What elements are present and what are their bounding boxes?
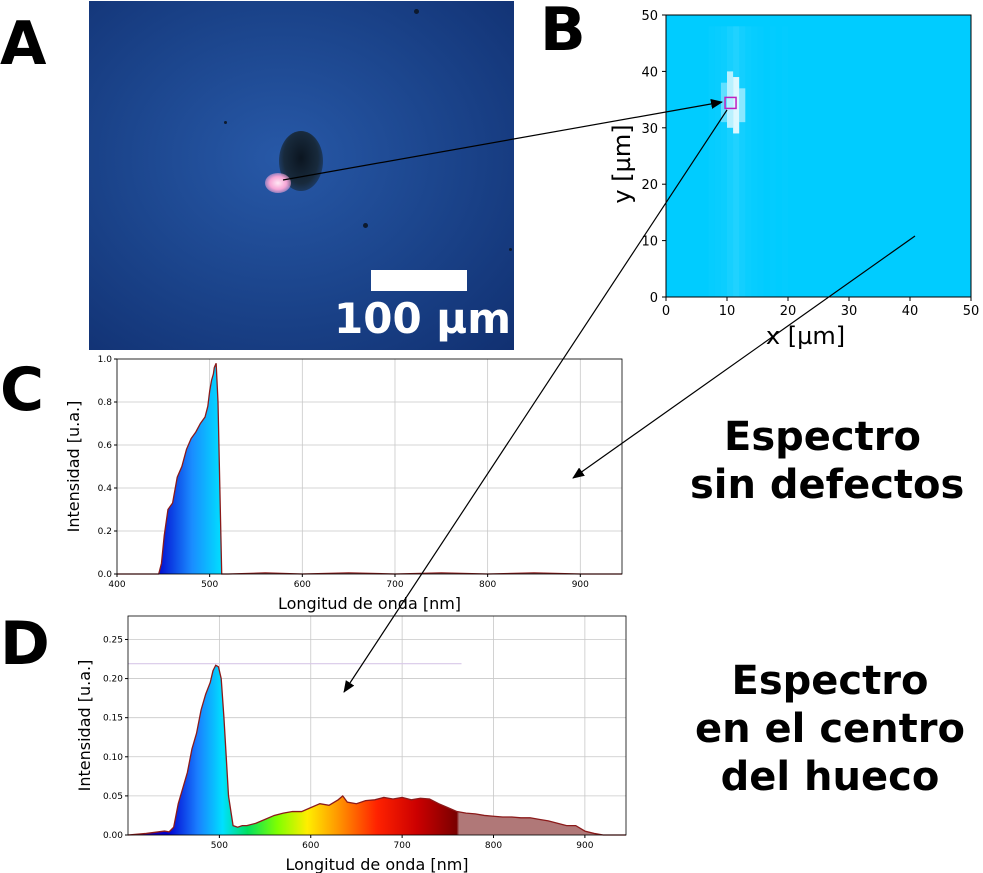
- heatmap-cell: [720, 26, 727, 298]
- heatmap-cell: [720, 82, 727, 123]
- x-axis-label: Longitud de onda [nm]: [285, 855, 468, 873]
- heatmap-frame: [665, 14, 972, 298]
- heatmap-cell: [782, 26, 788, 297]
- chart-b: 0 10 20 30 40 50 0 10 20 30 40 50 x [µm] y [µm]: [608, 9, 979, 350]
- side-title-d-line-3: del hueco: [720, 754, 940, 800]
- y-tick-label: 0.20: [103, 675, 123, 685]
- x-tick-label: 800: [479, 580, 496, 590]
- spectrum-fill: [128, 665, 626, 835]
- chart-d: 500 600 700 800 900 0.00 0.05 0.10 0.15 0.20 0.25 L…: [75, 615, 627, 873]
- x-tick-label: 700: [394, 841, 411, 851]
- y-tick-label: 1.0: [98, 355, 113, 365]
- side-title-c-line-2: sin defectos: [690, 462, 965, 508]
- panel-letter-b: B: [540, 0, 586, 65]
- y-tick-label: 0.10: [103, 753, 123, 763]
- y-tick-label: 0.15: [103, 714, 123, 724]
- selection-marker: [724, 96, 737, 110]
- micrograph-particle: [363, 223, 368, 228]
- y-axis-label: y [µm]: [608, 124, 636, 203]
- heatmap-cell: [727, 26, 734, 298]
- x-tick-label: 700: [386, 580, 403, 590]
- y-tick-label: 10: [641, 235, 658, 250]
- x-tick-label: 10: [719, 304, 736, 319]
- micrograph-glow-spot: [265, 173, 291, 193]
- side-title-d-line-2: en el centro: [695, 706, 965, 752]
- x-axis-label: Longitud de onda [nm]: [278, 594, 461, 613]
- x-tick-label: 400: [108, 580, 125, 590]
- heatmap-cell: [745, 26, 751, 297]
- panel-letter-c: C: [0, 355, 45, 425]
- y-axis-label: Intensidad [u.a.]: [75, 660, 94, 792]
- x-tick-label: 20: [780, 304, 797, 319]
- y-axis-label: Intensidad [u.a.]: [64, 401, 83, 533]
- heatmap-cell: [715, 26, 721, 297]
- micrograph-particle: [414, 9, 419, 14]
- heatmap-cell: [758, 26, 764, 297]
- side-title-c-line-1: Espectro: [724, 414, 921, 460]
- heatmap-cell: [751, 26, 757, 297]
- x-axis-label: x [µm]: [766, 322, 845, 350]
- x-tick-label: 500: [201, 580, 218, 590]
- arrow-marker-to-spectrum-d: [343, 109, 728, 693]
- spectrum-fill: [117, 363, 622, 574]
- y-tick-label: 0.2: [98, 527, 112, 537]
- y-tick-label: 0.05: [103, 792, 123, 802]
- x-tick-label: 900: [576, 841, 593, 851]
- arrow-defect-to-map: [282, 99, 723, 181]
- heatmap-cell: [709, 26, 715, 297]
- heatmap-cell: [739, 88, 746, 123]
- micrograph-image: 100 µm: [89, 1, 514, 350]
- heatmap-cell: [727, 71, 734, 128]
- arrow-map-to-spectrum-c: [572, 235, 916, 479]
- y-tick-label: 50: [641, 9, 658, 24]
- plot-frame: [116, 358, 623, 575]
- y-tick-label: 0.00: [103, 831, 123, 841]
- side-title-d-line-1: Espectro: [731, 658, 929, 704]
- y-tick-label: 0.0: [98, 570, 113, 580]
- y-tick-label: 0.6: [98, 441, 113, 451]
- x-tick-label: 600: [302, 841, 319, 851]
- arrows-layer: [282, 99, 916, 693]
- side-title-d: Espectro en el centro del hueco: [690, 657, 970, 801]
- heatmap-background: [666, 15, 971, 297]
- y-tick-label: 0: [650, 291, 658, 306]
- y-tick-label: 40: [641, 65, 658, 80]
- heatmap-cell: [770, 26, 776, 297]
- scale-bar: [371, 270, 467, 291]
- micrograph-particle: [224, 121, 227, 124]
- spectrum-line: [127, 664, 626, 836]
- x-tick-label: 0: [662, 304, 670, 319]
- y-tick-label: 0.25: [103, 635, 123, 645]
- x-tick-label: 500: [211, 841, 228, 851]
- side-title-c: Espectro sin defectos: [690, 413, 965, 509]
- plot-frame: [127, 615, 627, 836]
- y-tick-label: 0.8: [98, 398, 113, 408]
- x-tick-label: 800: [485, 841, 502, 851]
- x-tick-label: 50: [963, 304, 980, 319]
- chart-c: 400 500 600 700 800 900 0.0 0.2 0.4 0.6 0.8 1.0 Long…: [64, 355, 623, 613]
- panel-letter-a: A: [0, 9, 47, 79]
- x-tick-label: 30: [841, 304, 858, 319]
- x-tick-label: 40: [902, 304, 919, 319]
- y-tick-label: 20: [641, 178, 658, 193]
- panel-letter-d: D: [0, 609, 50, 679]
- x-tick-label: 900: [572, 580, 589, 590]
- heatmap-cell: [733, 26, 740, 298]
- scale-bar-label: 100 µm: [334, 294, 511, 343]
- heatmap-cell: [739, 26, 746, 298]
- x-tick-label: 600: [294, 580, 311, 590]
- y-tick-label: 30: [641, 122, 658, 137]
- micrograph-particle: [509, 248, 512, 251]
- y-tick-label: 0.4: [98, 484, 113, 494]
